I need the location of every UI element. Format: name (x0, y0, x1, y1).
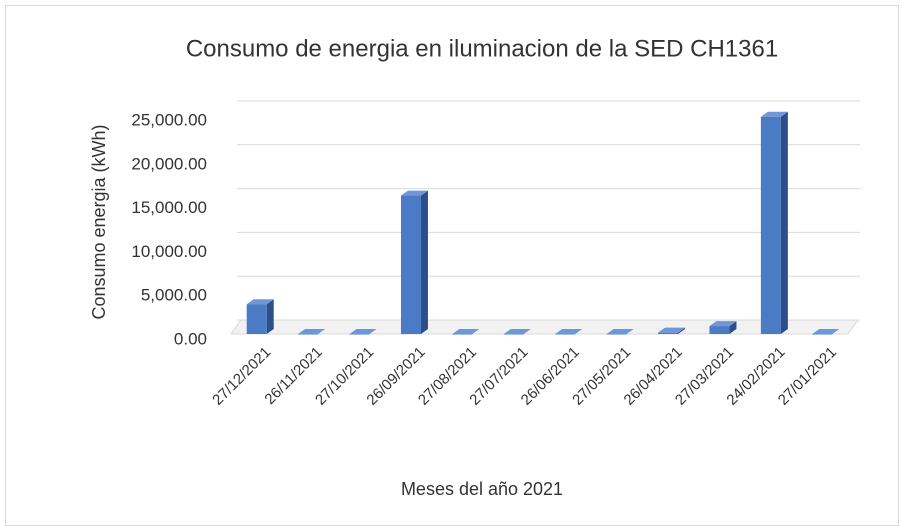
bar-front (709, 326, 730, 334)
bar (555, 329, 583, 335)
bar-top (246, 299, 274, 305)
bar-front (606, 334, 627, 335)
bar (709, 321, 737, 334)
bar-front (658, 332, 679, 334)
bar (812, 329, 840, 335)
x-axis-title: Meses del año 2021 (401, 479, 563, 499)
y-tick-label: 0.00 (174, 329, 207, 348)
bar-front (760, 116, 781, 334)
bar-side (266, 299, 274, 334)
bar-front (349, 334, 370, 335)
bar (503, 329, 531, 335)
bar-top (400, 190, 428, 196)
bar-front (503, 334, 524, 335)
bar (658, 327, 686, 334)
bar (246, 299, 274, 334)
y-tick-label: 15,000.00 (131, 198, 207, 217)
bar-top (658, 327, 686, 333)
bar-top (606, 329, 634, 334)
bar-top (503, 329, 531, 334)
bar-front (400, 195, 421, 334)
bar (400, 190, 428, 334)
bar-top (452, 329, 480, 334)
y-axis-title: Consumo energia (kWh) (89, 124, 109, 319)
bar-side (729, 321, 737, 334)
chart-title: Consumo de energia en iluminacion de la … (186, 35, 778, 62)
floor (230, 319, 859, 335)
bar-front (246, 304, 267, 334)
bar-top (555, 329, 583, 334)
bar-side (678, 327, 686, 334)
bar-top (812, 329, 840, 334)
y-tick-label: 25,000.00 (131, 110, 207, 129)
bar (452, 329, 480, 335)
bar-front (812, 334, 833, 335)
bar-top (709, 321, 737, 327)
bar (606, 329, 634, 335)
y-tick-label: 5,000.00 (141, 286, 207, 305)
bar-front (452, 334, 473, 335)
bar-side (780, 111, 788, 334)
bar-front (298, 334, 319, 335)
y-tick-label: 20,000.00 (131, 154, 207, 173)
bar (349, 329, 377, 335)
bar-top (298, 329, 326, 334)
bar-front (555, 334, 576, 335)
chart-frame (5, 5, 899, 526)
bar (760, 111, 788, 334)
y-tick-label: 10,000.00 (131, 242, 207, 261)
bar-side (420, 190, 428, 334)
bar (298, 329, 326, 335)
bar-top (349, 329, 377, 334)
bar-top (760, 111, 788, 117)
